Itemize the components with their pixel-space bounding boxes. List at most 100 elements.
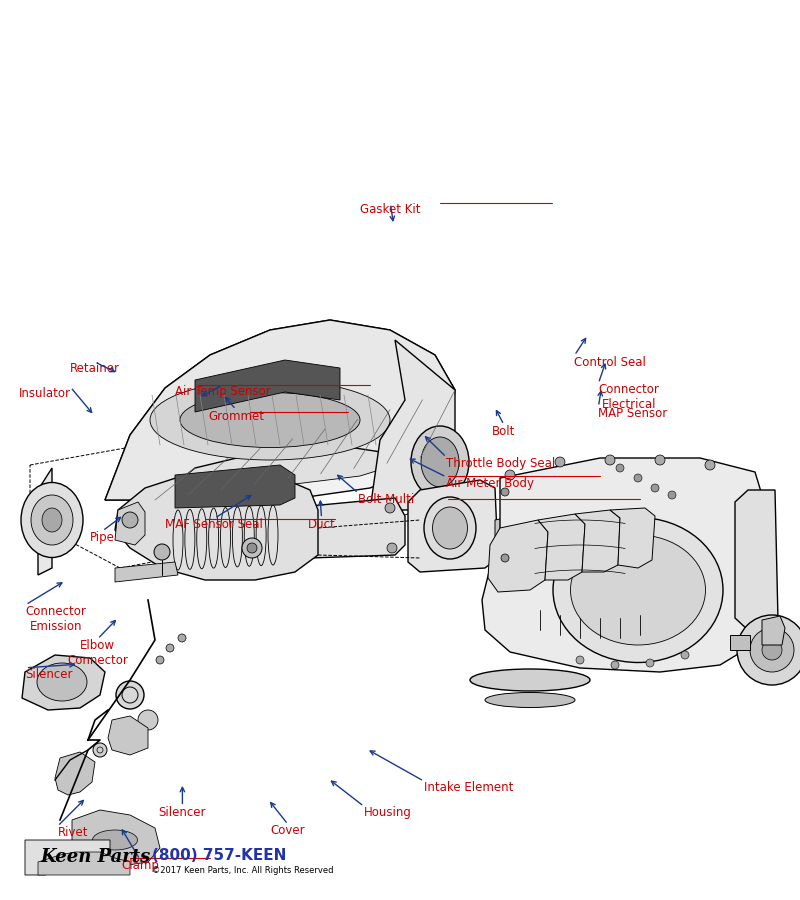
Circle shape [156,656,164,664]
Polygon shape [38,852,130,875]
Circle shape [501,554,509,562]
Ellipse shape [21,482,83,557]
Text: Cover: Cover [270,824,306,837]
Circle shape [505,470,515,480]
Text: Pipe: Pipe [90,531,115,544]
Text: Control Seal: Control Seal [574,356,646,368]
Circle shape [116,681,144,709]
Text: MAF Sensor Seal: MAF Sensor Seal [166,518,263,531]
Polygon shape [408,480,498,572]
Polygon shape [38,468,52,575]
Ellipse shape [37,663,87,701]
Text: Insulator: Insulator [18,387,70,400]
Polygon shape [105,320,455,500]
Polygon shape [108,716,148,755]
Polygon shape [105,320,455,500]
Text: Air Temp Sensor: Air Temp Sensor [174,385,270,398]
Polygon shape [482,458,762,672]
Circle shape [247,543,257,553]
Text: MAP Sensor: MAP Sensor [598,407,668,419]
Circle shape [651,484,659,492]
Text: Air Meter Body: Air Meter Body [446,477,534,490]
Text: Elbow
Connector: Elbow Connector [67,639,128,667]
Polygon shape [55,752,95,795]
Circle shape [166,644,174,652]
Text: Grommet: Grommet [208,410,264,422]
Ellipse shape [424,497,476,559]
Text: Silencer: Silencer [26,668,73,680]
Circle shape [385,503,395,513]
Circle shape [93,743,107,757]
Ellipse shape [570,535,706,645]
FancyBboxPatch shape [730,635,750,650]
Text: Bolt Multi: Bolt Multi [358,493,414,506]
Polygon shape [610,508,655,568]
Polygon shape [538,514,585,580]
Circle shape [737,615,800,685]
Polygon shape [495,516,520,545]
Polygon shape [488,520,548,592]
Ellipse shape [180,392,360,447]
Circle shape [655,455,665,465]
Text: (800) 757-KEEN: (800) 757-KEEN [152,848,286,863]
Text: Rivet: Rivet [58,826,88,839]
Circle shape [668,491,676,499]
Circle shape [616,464,624,472]
Circle shape [122,512,138,528]
Text: Housing: Housing [364,806,412,819]
Polygon shape [762,616,785,645]
Polygon shape [25,840,110,875]
Circle shape [242,538,262,558]
Text: Bolt: Bolt [492,425,516,437]
Ellipse shape [150,380,390,460]
Ellipse shape [411,426,469,498]
Ellipse shape [433,507,467,549]
Circle shape [634,474,642,482]
Polygon shape [115,472,318,580]
Circle shape [154,544,170,560]
Circle shape [605,455,615,465]
Text: Connector
Emission: Connector Emission [26,605,86,633]
Ellipse shape [553,518,723,662]
Ellipse shape [485,692,575,707]
Ellipse shape [253,506,297,550]
Circle shape [681,651,689,659]
Text: Throttle Body Seal: Throttle Body Seal [446,457,556,470]
Polygon shape [72,810,160,865]
Polygon shape [22,655,105,710]
Polygon shape [735,490,778,630]
Circle shape [387,543,397,553]
Text: Duct: Duct [308,518,335,531]
Text: Intake Element: Intake Element [424,781,514,794]
Ellipse shape [421,437,459,487]
Circle shape [705,460,715,470]
Circle shape [501,488,509,496]
Polygon shape [195,360,340,412]
Polygon shape [300,498,405,558]
Text: Silencer: Silencer [158,806,206,819]
Text: ©2017 Keen Parts, Inc. All Rights Reserved: ©2017 Keen Parts, Inc. All Rights Reserv… [152,866,334,875]
Polygon shape [115,562,178,582]
Polygon shape [575,510,620,572]
Circle shape [762,640,782,660]
Polygon shape [130,344,432,488]
Ellipse shape [31,495,73,545]
Ellipse shape [42,508,62,532]
Circle shape [178,634,186,642]
Circle shape [611,661,619,669]
Circle shape [646,659,654,667]
Text: Keen Parts: Keen Parts [40,848,150,866]
Polygon shape [370,340,455,510]
Ellipse shape [470,669,590,691]
Circle shape [60,758,84,782]
Circle shape [138,710,158,730]
Text: Retainer: Retainer [70,362,119,374]
Circle shape [576,656,584,664]
Circle shape [750,628,794,672]
Circle shape [555,457,565,467]
Ellipse shape [260,513,290,543]
Polygon shape [175,465,295,508]
Text: Gasket Kit: Gasket Kit [360,203,421,216]
Text: Clamp: Clamp [121,860,159,872]
Ellipse shape [93,830,138,850]
